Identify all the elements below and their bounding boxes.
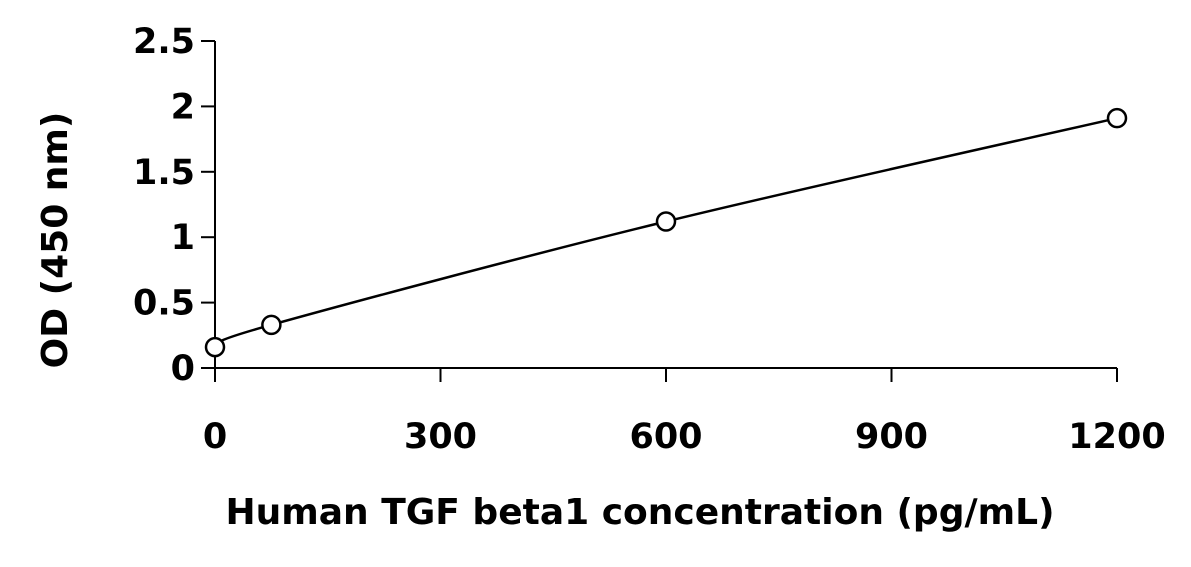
- data-point: [261, 314, 282, 336]
- plot-area: [204, 107, 1128, 358]
- x-tick-label: 0: [203, 417, 227, 457]
- y-tick-label: 2.5: [133, 22, 195, 62]
- y-tick-label: 0.5: [133, 284, 195, 324]
- data-point: [204, 336, 226, 358]
- y-tick-label: 1: [171, 218, 195, 258]
- x-axis: 0 300 600 900 1200: [203, 367, 1166, 457]
- x-tick-label: 1200: [1068, 417, 1165, 457]
- y-tick-label: 2: [171, 87, 195, 127]
- y-axis-title: OD (450 nm): [35, 112, 76, 369]
- x-tick-label: 600: [629, 417, 702, 457]
- data-point: [655, 211, 677, 232]
- data-point: [1106, 107, 1128, 129]
- x-axis-title: Human TGF beta1 concentration (pg/mL): [225, 492, 1054, 533]
- fit-curve: [214, 116, 1118, 349]
- x-tick-label: 900: [855, 417, 928, 457]
- x-tick-label: 300: [404, 417, 477, 457]
- y-tick-label: 1.5: [133, 153, 195, 193]
- y-axis: 0 0.5 1 1.5 2 2.5: [133, 22, 216, 389]
- y-tick-label: 0: [171, 349, 195, 389]
